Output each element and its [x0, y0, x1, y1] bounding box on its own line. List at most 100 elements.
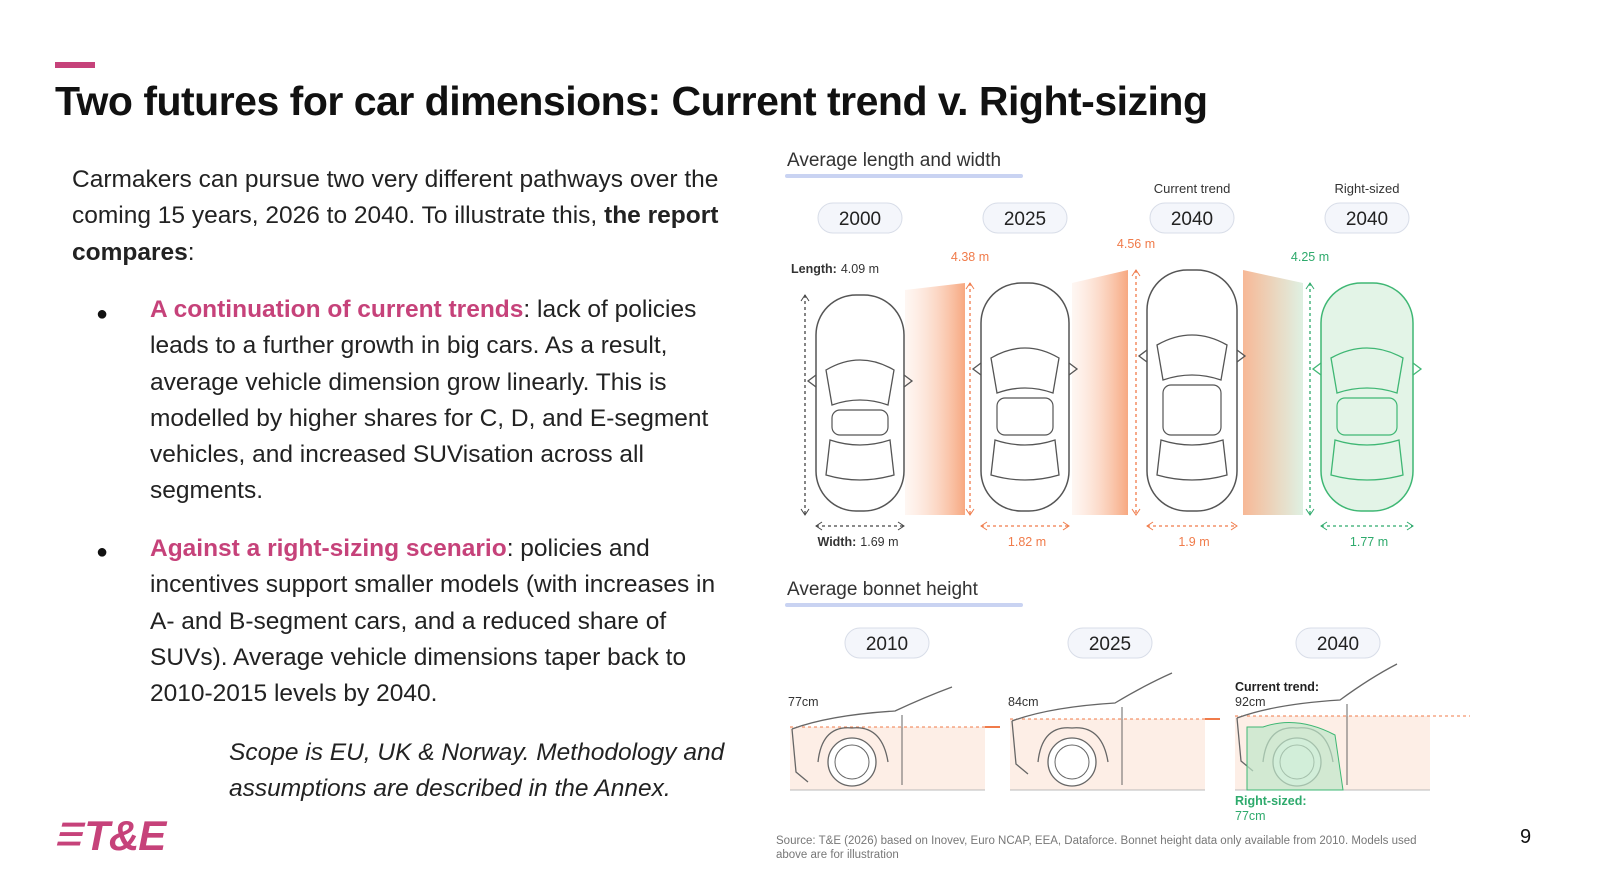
year-pill	[1067, 627, 1153, 659]
scope-note: Scope is EU, UK & Norway. Methodology an…	[229, 739, 725, 803]
year: 2010	[866, 634, 908, 655]
height-value: 84cm	[1008, 695, 1039, 709]
scenario: Current trend	[1154, 181, 1231, 196]
year: 2000	[839, 209, 881, 230]
bullet-text: : policies and incentives support smalle…	[150, 535, 716, 708]
car-body	[815, 294, 905, 512]
car-roof	[1336, 397, 1398, 436]
arrow-heads	[1146, 521, 1238, 531]
car-mirrors	[806, 374, 914, 388]
logo-text: T&E	[84, 812, 166, 859]
width-value-wrap: 1.77 m	[1350, 535, 1388, 549]
wheel-arch	[1037, 727, 1109, 763]
growth-band	[905, 283, 965, 515]
car-profile	[791, 686, 953, 783]
height-value: 77cm	[788, 695, 819, 709]
heading-underline	[785, 174, 1023, 178]
year-pill	[817, 202, 903, 234]
car-rear	[990, 439, 1060, 481]
car-profile	[1011, 672, 1173, 775]
arrow-heads	[815, 521, 905, 531]
car-windshield	[990, 347, 1060, 394]
car-windshield	[1330, 347, 1404, 394]
page-number: 9	[1520, 826, 1532, 848]
width-label: Width:	[818, 535, 857, 549]
car-rear	[1330, 439, 1404, 481]
length-value-wrap: 4.38 m	[951, 250, 989, 264]
shrink-band	[1243, 270, 1303, 515]
current-label: Current trend:	[1235, 680, 1319, 694]
car-roof	[996, 397, 1054, 436]
arrow-heads	[1305, 282, 1315, 516]
arrow-heads	[1131, 269, 1141, 516]
growth-band	[1072, 270, 1128, 515]
year-pill	[844, 627, 930, 659]
width-value: 1.9 m	[1178, 535, 1209, 549]
length-value: 4.09 m	[841, 262, 879, 276]
arrow-heads	[980, 521, 1070, 531]
car-windshield	[825, 359, 895, 406]
scenario: Right-sized	[1334, 181, 1399, 196]
car-windshield	[1156, 334, 1228, 381]
car-body	[980, 282, 1070, 512]
length-value: 4.25 m	[1291, 250, 1329, 264]
length-value: 4.38 m	[951, 250, 989, 264]
right-value: 77cm	[1235, 809, 1266, 823]
heading-underline	[785, 603, 1023, 607]
length-value-wrap: Length: 4.09 m	[791, 262, 879, 276]
right-sized-wheel	[1246, 722, 1344, 791]
logo: ☰ T&E	[55, 812, 166, 859]
bullet-dot: ●	[96, 541, 109, 563]
car-mirrors	[1311, 362, 1423, 376]
width-value: 1.77 m	[1350, 535, 1388, 549]
year: 2040	[1171, 209, 1213, 230]
wheel-hub	[834, 744, 870, 780]
figure: Average length and width Average bonnet …	[785, 150, 1470, 823]
car-mirrors	[971, 362, 1079, 376]
car-mirrors	[1137, 349, 1247, 363]
width-value-wrap: 1.82 m	[1008, 535, 1046, 549]
width-value-wrap: 1.9 m	[1178, 535, 1209, 549]
year: 2025	[1089, 634, 1131, 655]
arrow-heads	[965, 282, 975, 516]
height-area	[1010, 719, 1205, 790]
length-value: 4.56 m	[1117, 237, 1155, 251]
intro: Carmakers can pursue two very different …	[72, 162, 732, 271]
width-value-wrap: Width: 1.69 m	[818, 535, 899, 549]
year-pill	[1149, 202, 1235, 234]
wheel-arch	[817, 727, 889, 763]
width-value: 1.82 m	[1008, 535, 1046, 549]
title: Two futures for car dimensions: Current …	[55, 78, 1208, 124]
bullet-dot: ●	[96, 303, 109, 325]
car-roof	[831, 409, 889, 436]
source: Source: T&E (2026) based on Inovev, Euro…	[776, 835, 1417, 861]
length-value-wrap: 4.56 m	[1117, 237, 1155, 251]
car-body	[1146, 269, 1238, 512]
heading: Average length and width	[787, 150, 1001, 171]
accent-bar	[55, 62, 95, 68]
intro-bold: the report compares	[72, 202, 719, 266]
year-pill	[982, 202, 1068, 234]
year: 2025	[1004, 209, 1046, 230]
arrow-heads	[800, 294, 810, 516]
heading: Average bonnet height	[787, 579, 979, 600]
bullet-lead: Against a right-sizing scenario	[150, 535, 507, 562]
year-pill	[1295, 627, 1381, 659]
wheel-hub	[1054, 744, 1090, 780]
year-pill	[1324, 202, 1410, 234]
length-value-wrap: 4.25 m	[1291, 250, 1329, 264]
bullet-lead: A continuation of current trends	[150, 296, 524, 323]
car-rear	[1156, 439, 1228, 481]
car-body	[1320, 282, 1414, 512]
bullet: A continuation of current trends: lack o…	[150, 292, 740, 510]
right-label: Right-sized:	[1235, 794, 1307, 808]
year: 2040	[1346, 209, 1388, 230]
car-roof	[1162, 384, 1222, 436]
intro-end: :	[187, 238, 195, 266]
arrow-heads	[1320, 521, 1414, 531]
intro-text: Carmakers can pursue two very different …	[72, 166, 719, 230]
length-label: Length:	[791, 262, 837, 276]
width-value: 1.69 m	[860, 535, 898, 549]
year: 2040	[1317, 634, 1359, 655]
